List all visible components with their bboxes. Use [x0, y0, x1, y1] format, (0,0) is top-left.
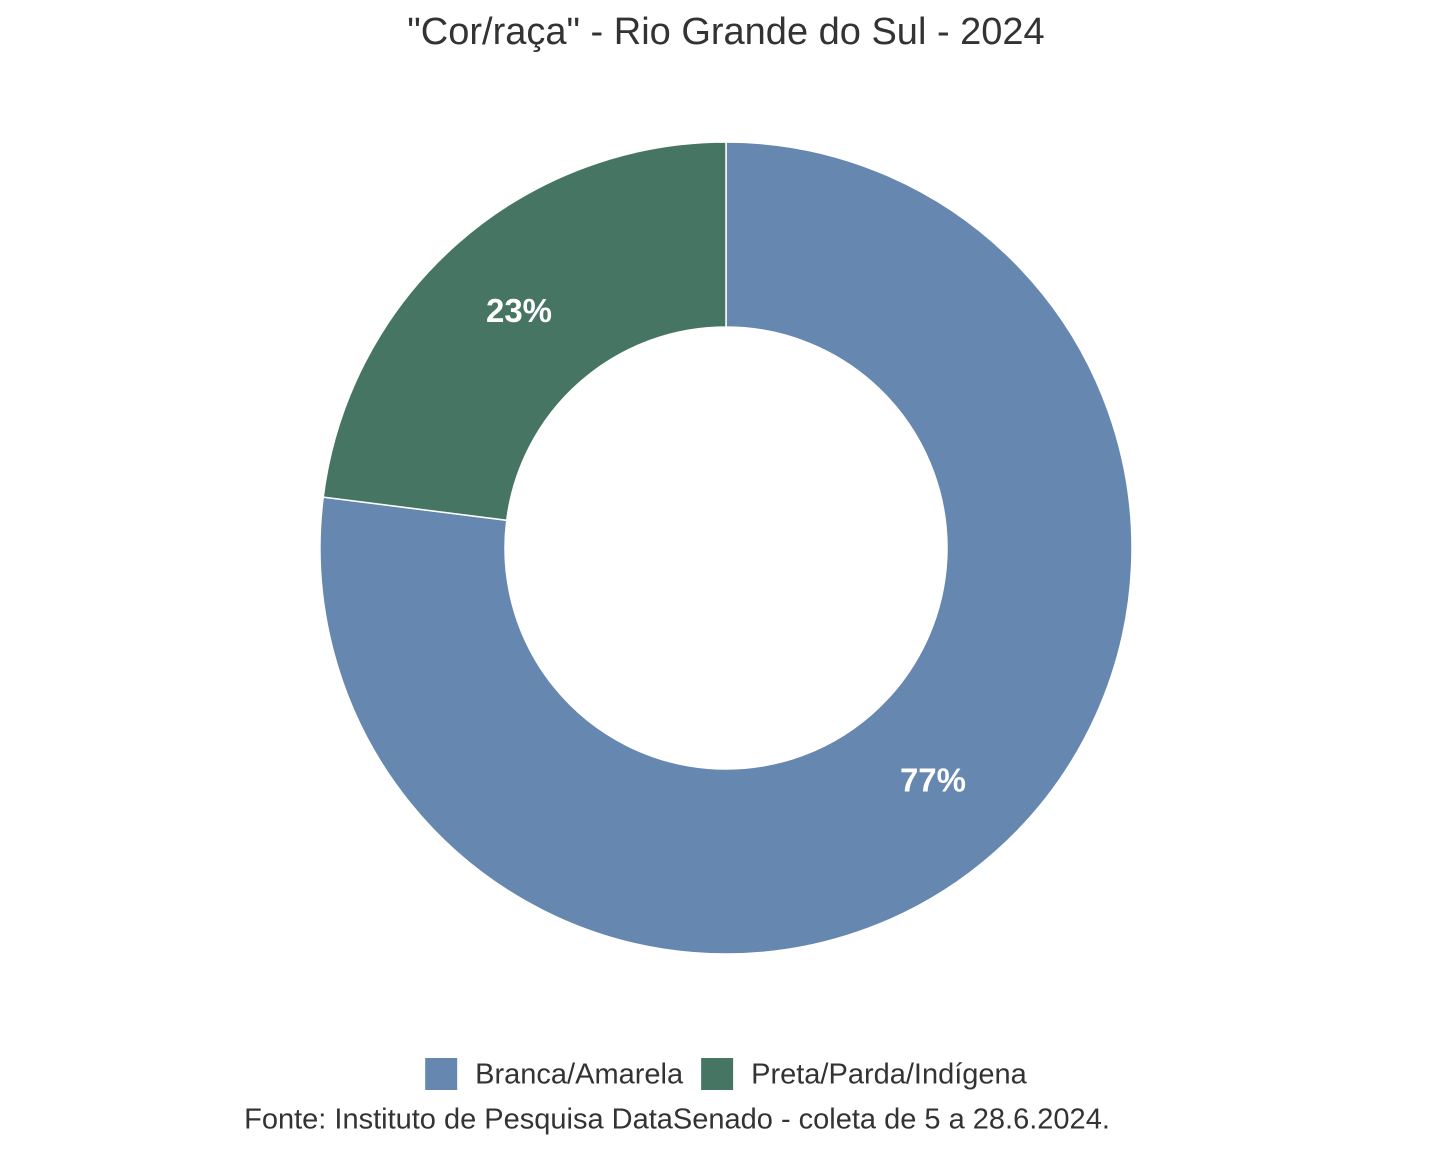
- legend-swatch: [425, 1058, 458, 1090]
- legend-label: Preta/Parda/Indígena: [751, 1059, 1028, 1091]
- legend-swatch: [701, 1058, 734, 1090]
- value-label: 23%: [486, 292, 552, 329]
- donut-slice: [322, 141, 727, 522]
- donut-slice: [319, 141, 1133, 955]
- value-label: 77%: [900, 762, 966, 799]
- chart-title: "Cor/raça" - Rio Grande do Sul - 2024: [407, 11, 1044, 53]
- caption: Fonte: Instituto de Pesquisa DataSenado …: [244, 1104, 1110, 1136]
- legend-label: Branca/Amarela: [475, 1059, 684, 1091]
